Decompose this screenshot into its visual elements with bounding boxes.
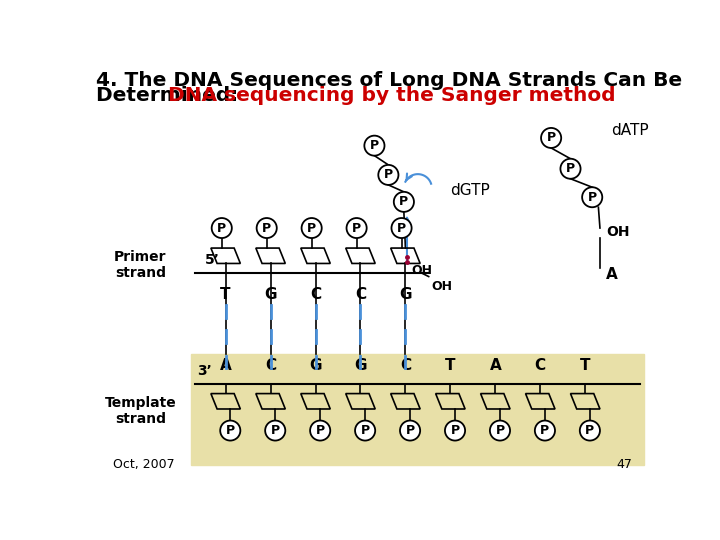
Text: P: P — [361, 424, 369, 437]
Circle shape — [394, 192, 414, 212]
Text: OH: OH — [606, 225, 630, 239]
Text: dGTP: dGTP — [451, 183, 490, 198]
Text: T: T — [220, 287, 231, 301]
Bar — [191, 354, 644, 465]
Text: 5’: 5’ — [204, 253, 220, 267]
Text: P: P — [315, 424, 325, 437]
Text: OH: OH — [431, 280, 452, 293]
Text: C: C — [400, 358, 411, 373]
Text: P: P — [451, 424, 459, 437]
Circle shape — [364, 136, 384, 156]
Circle shape — [302, 218, 322, 238]
Text: C: C — [310, 287, 321, 301]
Circle shape — [265, 421, 285, 441]
Text: P: P — [384, 168, 393, 181]
Text: C: C — [355, 287, 366, 301]
Text: P: P — [546, 131, 556, 144]
Circle shape — [541, 128, 561, 148]
Text: Template
strand: Template strand — [104, 396, 176, 427]
Text: P: P — [262, 221, 271, 234]
Circle shape — [392, 218, 412, 238]
Circle shape — [445, 421, 465, 441]
Circle shape — [490, 421, 510, 441]
Circle shape — [220, 421, 240, 441]
Text: DNA sequencing by the Sanger method: DNA sequencing by the Sanger method — [168, 85, 615, 105]
Text: Determined:: Determined: — [96, 85, 246, 105]
Text: P: P — [400, 195, 408, 208]
Text: P: P — [585, 424, 595, 437]
Text: P: P — [566, 162, 575, 176]
Text: A: A — [490, 358, 501, 373]
Text: G: G — [399, 287, 412, 301]
Text: G: G — [310, 358, 322, 373]
Circle shape — [212, 218, 232, 238]
Text: P: P — [217, 221, 226, 234]
Circle shape — [582, 187, 602, 207]
Text: A: A — [606, 267, 618, 282]
Text: G: G — [264, 287, 276, 301]
Circle shape — [310, 421, 330, 441]
Text: P: P — [271, 424, 280, 437]
Text: 3’: 3’ — [197, 364, 212, 378]
Text: A: A — [220, 358, 232, 373]
Text: P: P — [352, 221, 361, 234]
Text: OH: OH — [412, 264, 433, 277]
Circle shape — [560, 159, 580, 179]
Text: P: P — [588, 191, 597, 204]
Text: 47: 47 — [616, 458, 632, 471]
Circle shape — [535, 421, 555, 441]
Text: Oct, 2007: Oct, 2007 — [113, 458, 175, 471]
Text: T: T — [580, 358, 590, 373]
Text: G: G — [354, 358, 366, 373]
Text: T: T — [445, 358, 456, 373]
Text: C: C — [265, 358, 276, 373]
Text: P: P — [397, 221, 406, 234]
Text: P: P — [405, 424, 415, 437]
Text: dATP: dATP — [611, 123, 649, 138]
Text: Primer
strand: Primer strand — [114, 250, 166, 280]
Circle shape — [346, 218, 366, 238]
Circle shape — [256, 218, 276, 238]
Circle shape — [378, 165, 398, 185]
Text: P: P — [495, 424, 505, 437]
Text: P: P — [225, 424, 235, 437]
Text: C: C — [535, 358, 546, 373]
Circle shape — [400, 421, 420, 441]
Text: P: P — [307, 221, 316, 234]
Circle shape — [580, 421, 600, 441]
Text: P: P — [370, 139, 379, 152]
Text: 4. The DNA Sequences of Long DNA Strands Can Be: 4. The DNA Sequences of Long DNA Strands… — [96, 71, 683, 90]
Text: P: P — [541, 424, 549, 437]
Circle shape — [355, 421, 375, 441]
